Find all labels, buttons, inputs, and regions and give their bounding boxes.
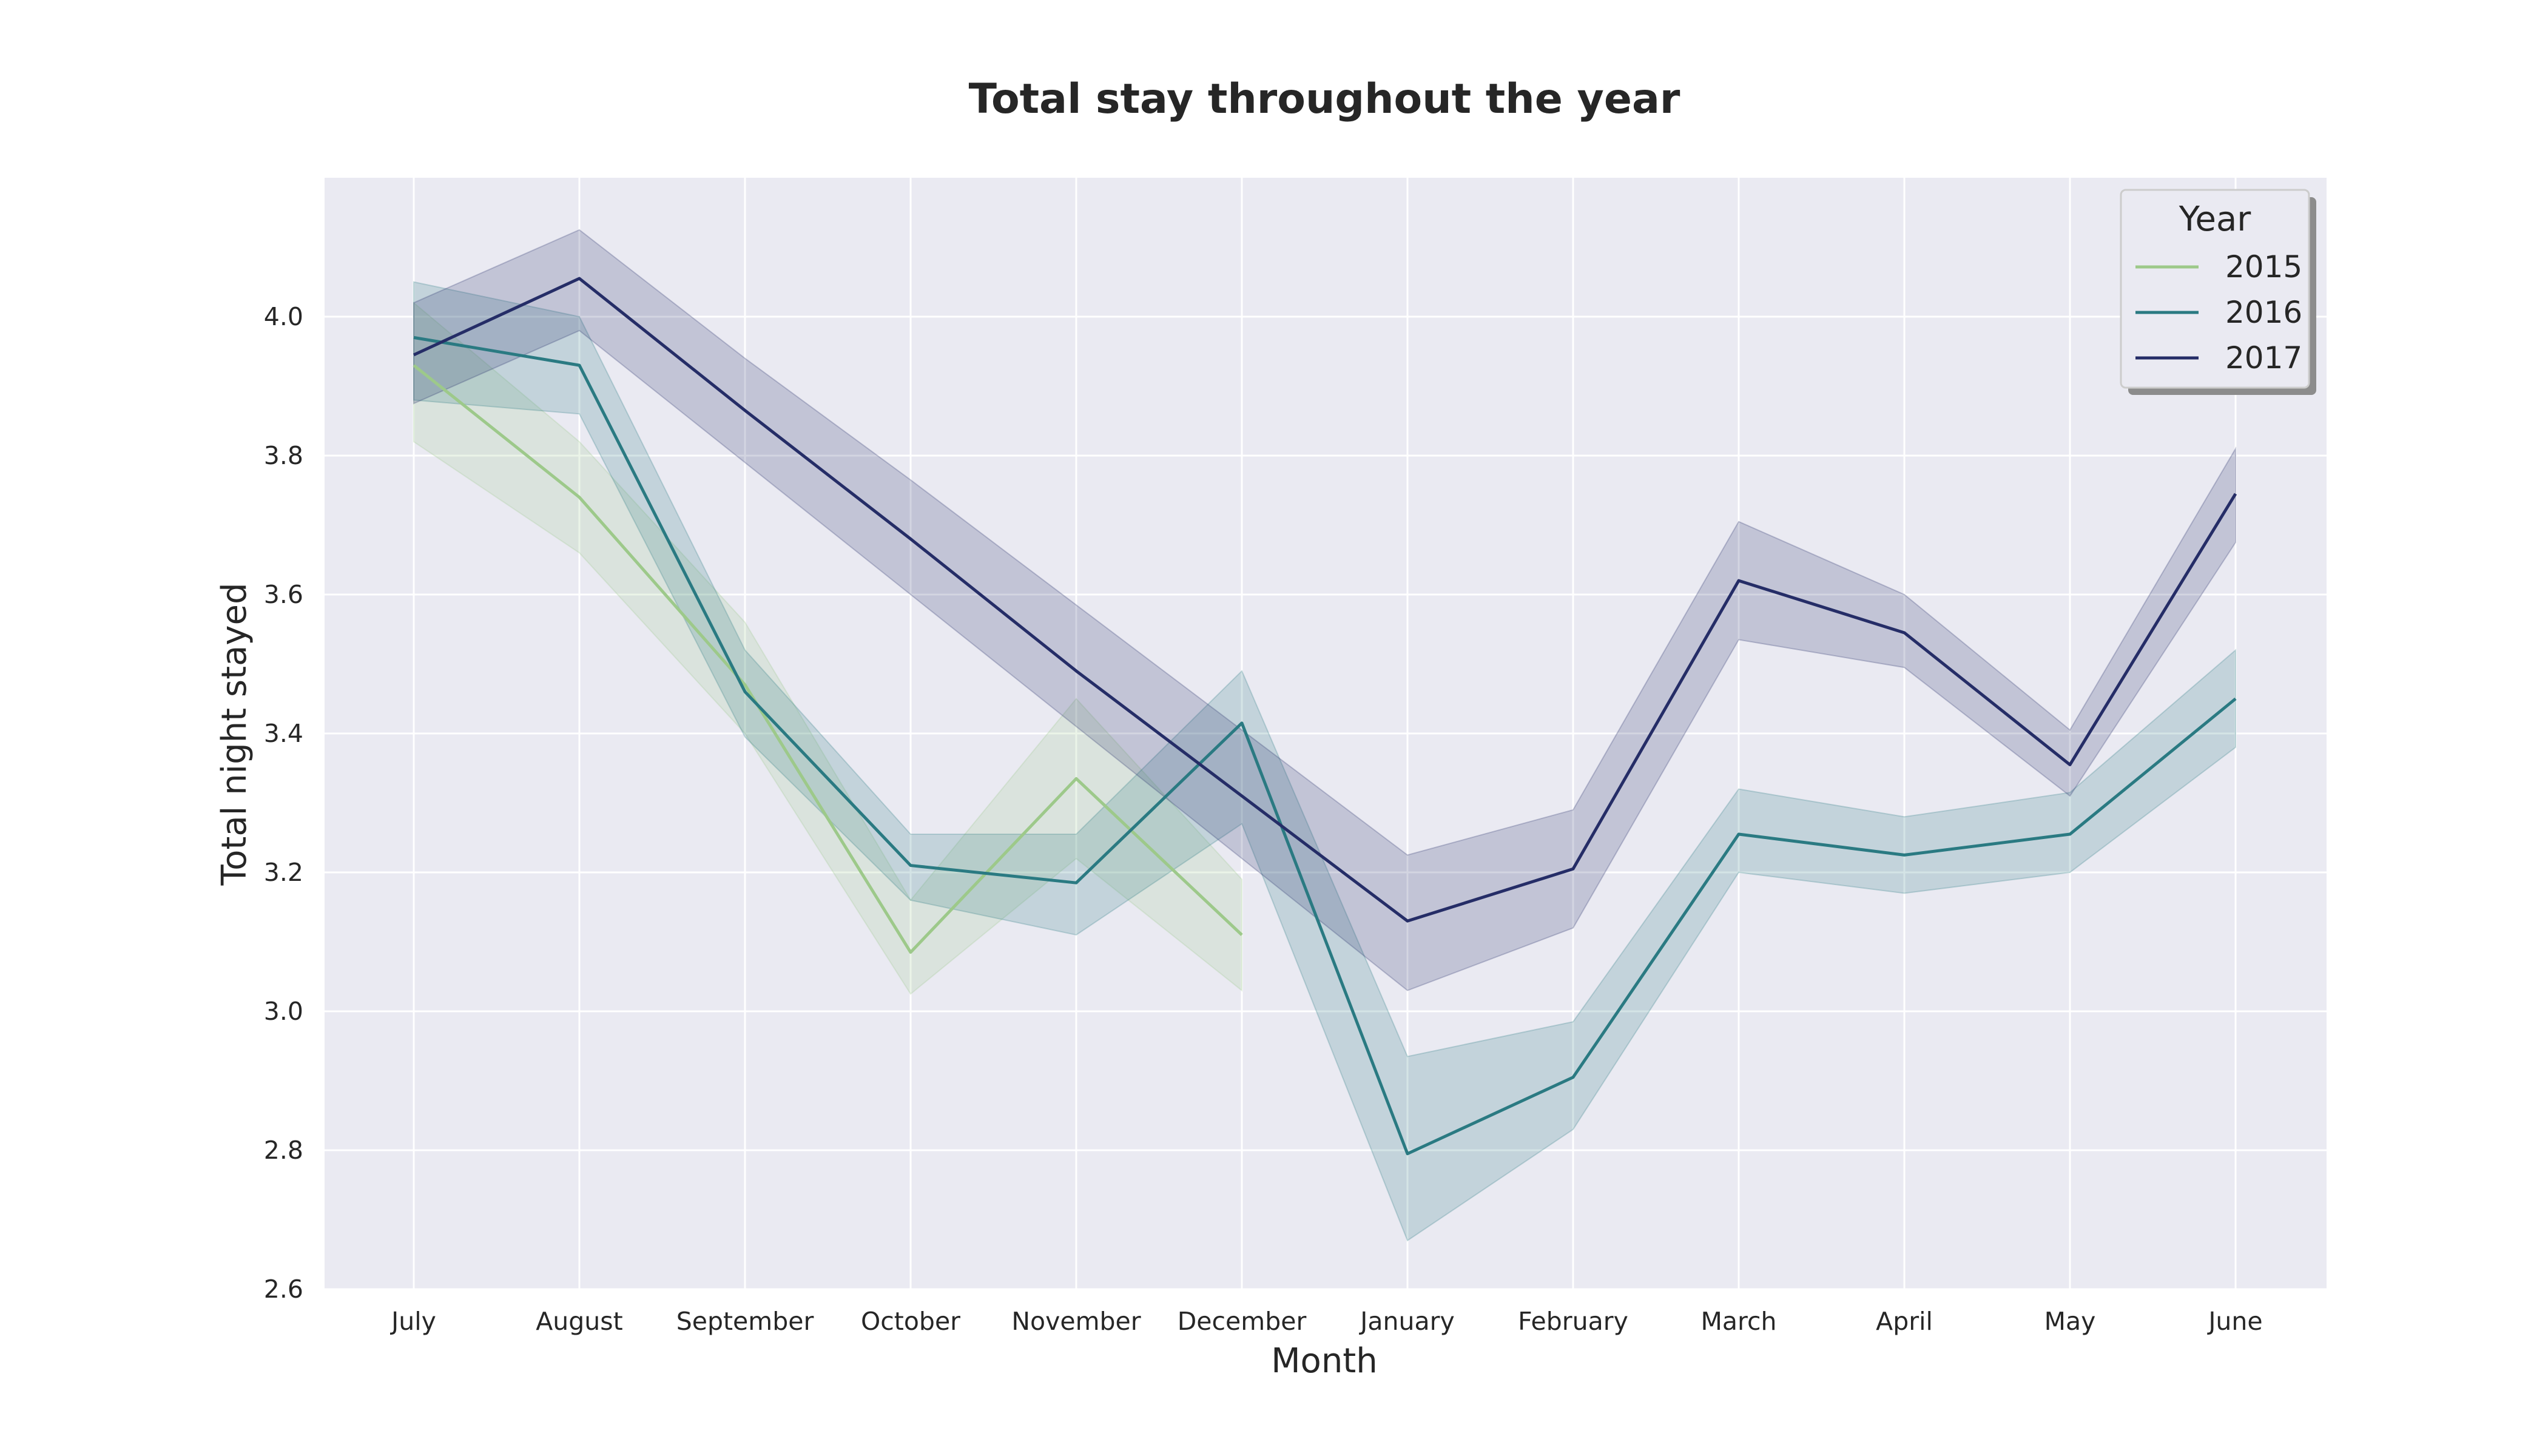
series-line-2015	[413, 364, 1243, 954]
x-tick-label: March	[1701, 1307, 1777, 1336]
x-tick-label: August	[536, 1307, 622, 1336]
legend-label: 2015	[2225, 249, 2302, 285]
x-axis-ticks: July August September October November Decemb…	[389, 1307, 2263, 1336]
y-tick-label: 2.6	[264, 1275, 303, 1304]
y-tick-label: 3.8	[264, 441, 303, 470]
chart-title: Total stay throughout the year	[969, 75, 1680, 123]
ci-band-2017	[413, 229, 2236, 991]
legend: Year 2015 2016 2017	[2120, 189, 2316, 395]
x-tick-label: September	[676, 1307, 814, 1336]
y-tick-label: 3.0	[264, 997, 303, 1026]
y-tick-label: 3.2	[264, 858, 303, 887]
x-tick-label: July	[389, 1307, 436, 1336]
series-lines	[413, 277, 2237, 1156]
x-tick-label: December	[1178, 1307, 1307, 1336]
legend-label: 2016	[2225, 295, 2302, 330]
y-tick-label: 3.4	[264, 719, 303, 748]
x-tick-label: April	[1876, 1307, 1933, 1336]
x-tick-label: October	[861, 1307, 960, 1336]
x-tick-label: May	[2044, 1307, 2096, 1336]
x-axis-label: Month	[1271, 1341, 1378, 1381]
y-axis-ticks: 2.6 2.8 3.0 3.2 3.4 3.6 3.8 4.0	[264, 302, 303, 1304]
legend-title: Year	[2179, 200, 2252, 239]
legend-items: 2015 2016 2017	[2135, 249, 2302, 376]
series-line-2017	[413, 277, 2237, 923]
y-tick-label: 2.8	[264, 1136, 303, 1165]
legend-box	[2120, 189, 2310, 389]
series-line-2016	[413, 335, 2237, 1156]
legend-label: 2017	[2225, 340, 2302, 376]
x-tick-label: January	[1358, 1307, 1454, 1336]
x-tick-label: June	[2206, 1307, 2262, 1336]
y-axis-label: Total night stayed	[215, 582, 254, 886]
y-tick-label: 3.6	[264, 580, 303, 609]
y-tick-label: 4.0	[264, 302, 303, 331]
x-tick-label: November	[1011, 1307, 1141, 1336]
grid	[325, 178, 2327, 1290]
ci-band-2016	[413, 281, 2236, 1242]
x-tick-label: February	[1518, 1307, 1628, 1336]
